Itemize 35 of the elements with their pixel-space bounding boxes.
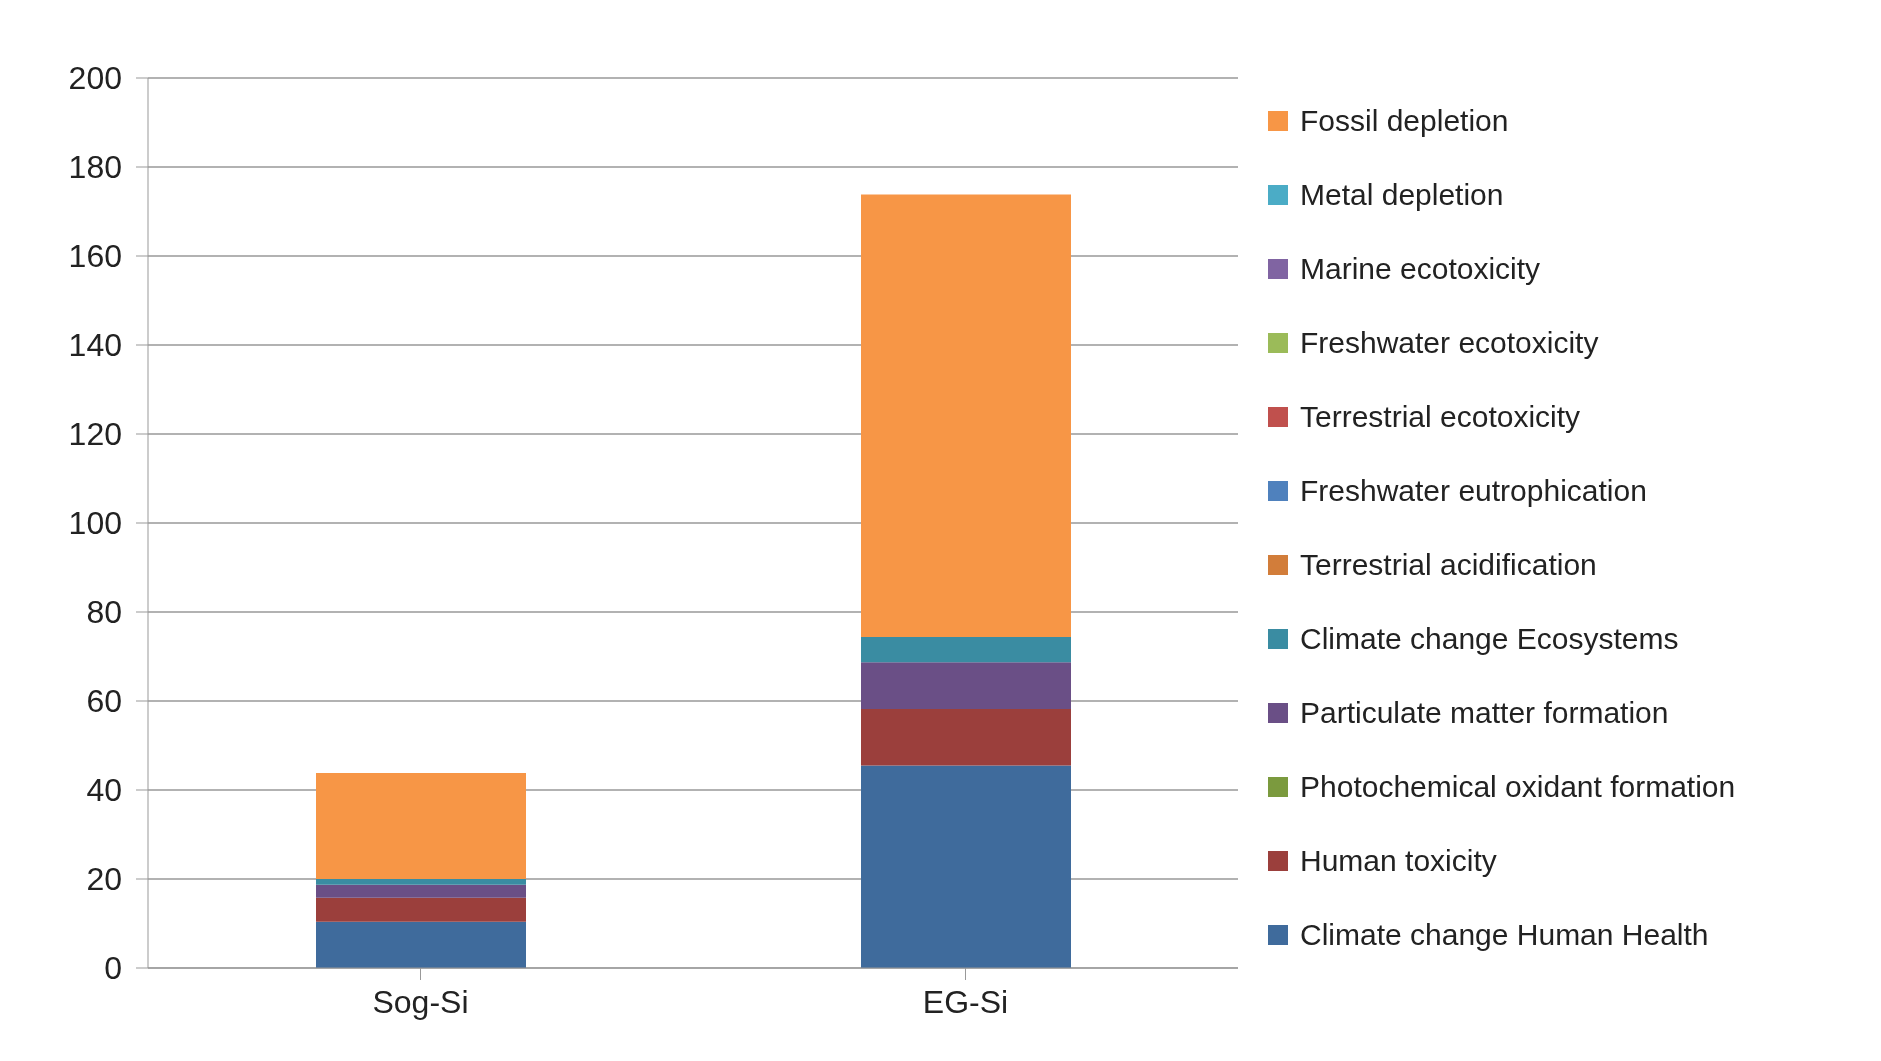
y-tick-label: 100 — [68, 505, 122, 542]
legend-label: Metal depletion — [1300, 178, 1504, 212]
y-tick-label: 60 — [86, 683, 122, 720]
bar — [316, 879, 526, 885]
bar — [861, 765, 1071, 968]
y-tick-label: 180 — [68, 149, 122, 186]
legend-label: Fossil depletion — [1300, 104, 1509, 138]
y-tick-label: 20 — [86, 861, 122, 898]
bar — [861, 194, 1071, 637]
bar — [861, 709, 1071, 766]
y-tick-label: 200 — [68, 60, 122, 97]
bar — [316, 897, 526, 922]
x-tick-label: EG-Si — [922, 983, 1009, 1020]
legend-label: Freshwater ecotoxicity — [1300, 326, 1599, 360]
y-tick-label: 0 — [104, 950, 122, 987]
bar — [861, 636, 1071, 663]
legend-label: Climate change Human Health — [1300, 918, 1709, 952]
bar — [316, 884, 526, 898]
y-tick-label: 160 — [68, 238, 122, 275]
legend-label: Marine ecotoxicity — [1300, 252, 1541, 286]
bar — [316, 921, 526, 968]
y-tick-label: 140 — [68, 327, 122, 364]
x-tick-label: Sog-Si — [372, 983, 469, 1020]
legend-label: Photochemical oxidant formation — [1300, 770, 1736, 804]
y-tick-label: 80 — [86, 594, 122, 631]
y-tick-label: 40 — [86, 772, 122, 809]
bar — [316, 773, 526, 879]
y-tick-label: 120 — [68, 416, 122, 453]
legend-label: Freshwater eutrophication — [1300, 474, 1647, 508]
bar — [861, 662, 1071, 710]
legend-label: Terrestrial acidification — [1300, 548, 1597, 582]
legend-label: Particulate matter formation — [1300, 696, 1669, 730]
legend-label: Climate change Ecosystems — [1300, 622, 1679, 656]
legend-label: Human toxicity — [1300, 844, 1497, 878]
legend-label: Terrestrial ecotoxicity — [1300, 400, 1581, 434]
